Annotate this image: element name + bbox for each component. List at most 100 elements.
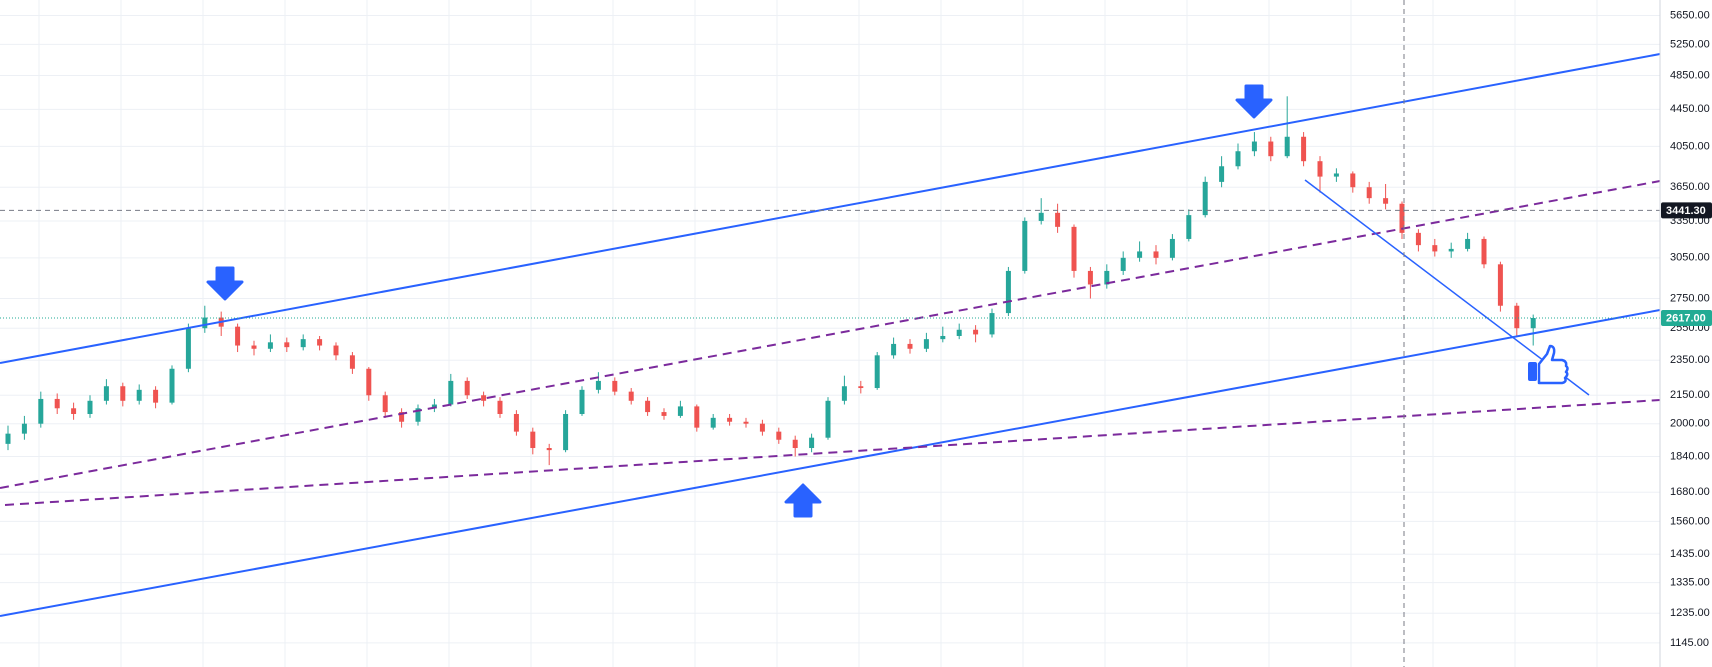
candle-body [956,329,962,336]
candle-body [792,439,798,449]
candle-body [759,423,765,432]
candle-body [333,345,339,356]
candle-body [1284,136,1290,157]
candle-body [497,400,503,414]
candle-body [1005,270,1011,314]
candle-body [1022,220,1028,271]
candle-body [1465,238,1471,249]
y-tick-label: 5650.00 [1670,9,1710,21]
drawings [0,0,1661,667]
candle-body [1055,212,1061,227]
down-arrow [206,266,244,301]
candle-body [940,335,946,340]
candle-body [1153,251,1159,258]
candle-body [185,328,191,369]
candle-body [776,431,782,440]
candle-body [1137,251,1143,258]
candle-body [481,395,487,401]
candle-body [1448,248,1454,252]
candle-body [54,398,60,409]
y-tick-label: 5250.00 [1670,38,1710,50]
candle-body [382,395,388,413]
candle-body [448,380,454,405]
y-tick-label: 2350.00 [1670,354,1710,366]
candle-body [1071,226,1077,271]
candle-body [677,406,683,416]
candle-body [1350,173,1356,188]
candle-body [923,339,929,349]
candle-body [1399,203,1405,233]
candle-body [1497,264,1503,306]
y-tick-label: 1145.00 [1670,637,1709,649]
candle-body [710,417,716,428]
candle-body [267,342,273,349]
candle-body [1235,151,1241,167]
candle-body [71,408,77,414]
y-tick-label: 1235.00 [1670,607,1710,619]
candle-body [1104,270,1110,285]
y-tick-label: 1840.00 [1670,450,1710,462]
price-axis-labels: 5650.00 5250.00 4850.00 4450.00 4050.00 3650.… [1661,9,1712,649]
channel-lower-line [0,309,1661,617]
candle-body [1038,212,1044,221]
y-tick-label: 4450.00 [1670,103,1710,115]
y-tick-label: 3050.00 [1670,252,1710,264]
candle-body [1333,173,1339,177]
candle-body [645,400,651,413]
candle-body [1120,257,1126,271]
candle-body [1383,198,1389,204]
candle-body [595,380,601,390]
candle-body [513,413,519,432]
candle-body [563,413,569,451]
candle-body [694,406,700,428]
candle-body [1186,215,1192,239]
candle-body [530,431,536,449]
price-label: 2617.00 [1666,312,1706,324]
candle-body [1301,136,1307,162]
y-tick-label: 1435.00 [1670,548,1710,560]
grid [0,0,1660,667]
candle-body [169,368,175,403]
candle-body [21,423,27,434]
y-tick-label: 2150.00 [1670,389,1710,401]
price-label-box [1661,310,1712,327]
candle-body [399,412,405,422]
candle-body [284,342,290,348]
candle-body [415,408,421,422]
candle-body [743,421,749,424]
candle-body [1169,238,1175,258]
candle-body [5,433,11,444]
candles [5,96,1536,466]
down-arrow [1235,84,1273,119]
candle-body [1251,141,1257,152]
candle-body [202,317,208,329]
candle-body [1432,245,1438,252]
candle-body [103,386,109,401]
candle-body [317,339,323,346]
price-label: 3441.30 [1666,205,1706,217]
y-tick-label: 4050.00 [1670,140,1710,152]
channel-upper-line [0,53,1661,364]
candle-body [1268,141,1274,157]
candle-body [349,355,355,369]
support-dashed-line [4,399,1661,506]
y-tick-label: 1560.00 [1670,515,1710,527]
price-lines [0,209,1660,319]
candle-body [38,398,44,424]
up-arrow [784,483,822,518]
candle-body [809,437,815,449]
candle-body [841,386,847,401]
y-tick-label: 2750.00 [1670,292,1710,304]
candle-body [1317,161,1323,177]
candle-body [628,391,634,401]
candle-body [431,404,437,409]
candle-body [251,345,257,349]
thumbs-up-icon [1528,344,1569,385]
candle-body [546,448,552,451]
candle-body [612,380,618,392]
y-tick-label: 1335.00 [1670,576,1710,588]
channel-mid-line [0,180,1661,489]
candle-body [989,313,995,335]
candle-body [1366,187,1372,199]
